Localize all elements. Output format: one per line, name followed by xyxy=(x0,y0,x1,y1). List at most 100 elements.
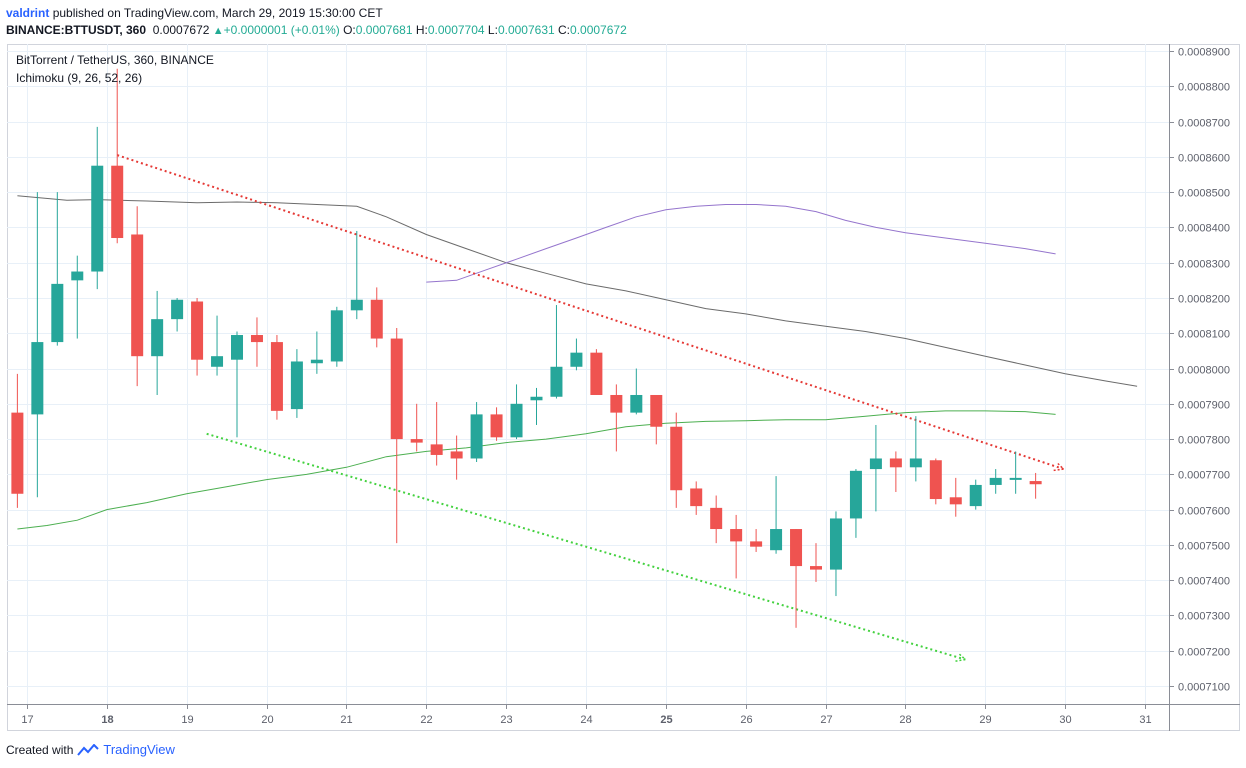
chart-border xyxy=(7,44,1240,731)
price-axis: 0.0007100 0.0007200 0.0007300 0.0007400 0.00… xyxy=(1169,44,1230,731)
candle-down[interactable] xyxy=(390,338,403,440)
x-tick-label: 30 xyxy=(1059,714,1071,726)
ichimoku-lines xyxy=(17,195,1138,530)
x-tick-label: 31 xyxy=(1139,714,1151,726)
x-tick-label: 26 xyxy=(740,714,752,726)
last-price: 0.0007672 xyxy=(152,23,210,37)
candle-down[interactable] xyxy=(949,497,962,505)
time-axis: 17 18 19 20 21 22 23 24 25 26 27 28 29 30 31 xyxy=(7,704,1240,726)
candle-up[interactable] xyxy=(31,342,44,415)
y-tick-label: 0.0007200 xyxy=(1178,647,1230,659)
y-tick-label: 0.0007300 xyxy=(1178,611,1230,623)
candle-down[interactable] xyxy=(191,301,204,360)
candle-up[interactable] xyxy=(1009,477,1022,480)
candle-up[interactable] xyxy=(570,352,583,367)
candle-up[interactable] xyxy=(91,165,104,272)
price-change: +0.0000001 (+0.01%) xyxy=(223,23,340,37)
x-tick-label: 24 xyxy=(580,714,592,726)
candle-up[interactable] xyxy=(330,310,343,362)
candle-up[interactable] xyxy=(869,458,882,470)
y-tick-label: 0.0008800 xyxy=(1178,82,1230,94)
high-value: 0.0007704 xyxy=(427,23,485,37)
y-tick-label: 0.0007100 xyxy=(1178,682,1230,694)
x-tick-label: 29 xyxy=(979,714,991,726)
arrow-up-icon: ▲ xyxy=(212,25,224,37)
tradingview-brand[interactable]: TradingView xyxy=(103,742,175,757)
candle-down[interactable] xyxy=(670,426,683,491)
candle-up[interactable] xyxy=(231,335,244,360)
chart-panel[interactable]: 0.0007100 0.0007200 0.0007300 0.0007400 0.00… xyxy=(7,44,1240,731)
candle-down[interactable] xyxy=(810,566,823,570)
y-tick-label: 0.0008300 xyxy=(1178,259,1230,271)
footer: Created with TradingView xyxy=(6,742,175,758)
x-tick-label: 23 xyxy=(500,714,512,726)
candle-up[interactable] xyxy=(510,403,523,438)
candle-down[interactable] xyxy=(11,412,24,494)
candle-down[interactable] xyxy=(610,394,623,413)
candle-up[interactable] xyxy=(909,458,922,468)
trendline-support[interactable] xyxy=(206,432,966,661)
trendline-resistance[interactable] xyxy=(116,154,1064,471)
candle-up[interactable] xyxy=(310,359,323,364)
candle-up[interactable] xyxy=(829,518,842,570)
candle-up[interactable] xyxy=(630,394,643,413)
y-tick-label: 0.0008100 xyxy=(1178,329,1230,341)
candle-down[interactable] xyxy=(370,299,383,339)
candle-up[interactable] xyxy=(290,361,303,410)
low-label: L: xyxy=(487,23,498,37)
candle-up[interactable] xyxy=(71,271,84,281)
candle-up[interactable] xyxy=(849,470,862,519)
candle-down[interactable] xyxy=(650,394,663,427)
x-tick-label: 27 xyxy=(820,714,832,726)
y-tick-label: 0.0007800 xyxy=(1178,435,1230,447)
candlestick-chart[interactable]: 0.0007100 0.0007200 0.0007300 0.0007400 0.00… xyxy=(7,44,1240,731)
candle-down[interactable] xyxy=(270,342,283,411)
candle-up[interactable] xyxy=(550,366,563,397)
candle-down[interactable] xyxy=(111,165,124,239)
candle-up[interactable] xyxy=(470,414,483,459)
candle-up[interactable] xyxy=(350,299,363,311)
candle-down[interactable] xyxy=(250,335,263,343)
candle-down[interactable] xyxy=(1029,481,1042,485)
x-tick-label: 21 xyxy=(340,714,352,726)
y-tick-label: 0.0007400 xyxy=(1178,576,1230,588)
y-tick-label: 0.0008400 xyxy=(1178,223,1230,235)
candle-up[interactable] xyxy=(211,356,224,367)
candle-down[interactable] xyxy=(710,507,723,530)
y-tick-label: 0.0007900 xyxy=(1178,400,1230,412)
tradingview-logo-icon xyxy=(77,744,100,756)
ichimoku-series-2 xyxy=(426,204,1056,283)
candle-up[interactable] xyxy=(171,299,184,320)
candle-down[interactable] xyxy=(750,541,763,547)
candle-down[interactable] xyxy=(131,234,144,357)
candle-up[interactable] xyxy=(51,283,64,343)
candle-down[interactable] xyxy=(929,460,942,500)
candle-down[interactable] xyxy=(430,444,443,455)
y-tick-label: 0.0008600 xyxy=(1178,153,1230,165)
x-tick-label: 19 xyxy=(181,714,193,726)
close-value: 0.0007672 xyxy=(570,23,627,37)
candle-down[interactable] xyxy=(410,439,423,443)
candle-up[interactable] xyxy=(770,529,783,551)
candle-up[interactable] xyxy=(530,396,543,401)
candle-down[interactable] xyxy=(490,414,503,438)
candles xyxy=(11,68,1042,628)
candle-down[interactable] xyxy=(450,451,463,459)
candle-down[interactable] xyxy=(730,529,743,542)
high-label: H: xyxy=(415,23,428,37)
x-tick-label: 28 xyxy=(899,714,911,726)
candle-up[interactable] xyxy=(989,477,1002,485)
candle-up[interactable] xyxy=(151,319,164,357)
candle-down[interactable] xyxy=(590,352,603,395)
x-tick-label: 18 xyxy=(101,714,113,726)
y-tick-label: 0.0007500 xyxy=(1178,541,1230,553)
author-link[interactable]: valdrint xyxy=(6,6,50,20)
trendlines xyxy=(116,154,1066,662)
y-tick-label: 0.0008900 xyxy=(1178,47,1230,59)
candle-down[interactable] xyxy=(690,488,703,507)
indicator-legend[interactable]: Ichimoku (9, 26, 52, 26) xyxy=(16,71,142,85)
y-tick-label: 0.0008500 xyxy=(1178,188,1230,200)
candle-up[interactable] xyxy=(969,484,982,507)
candle-down[interactable] xyxy=(889,458,902,468)
candle-down[interactable] xyxy=(790,529,803,567)
